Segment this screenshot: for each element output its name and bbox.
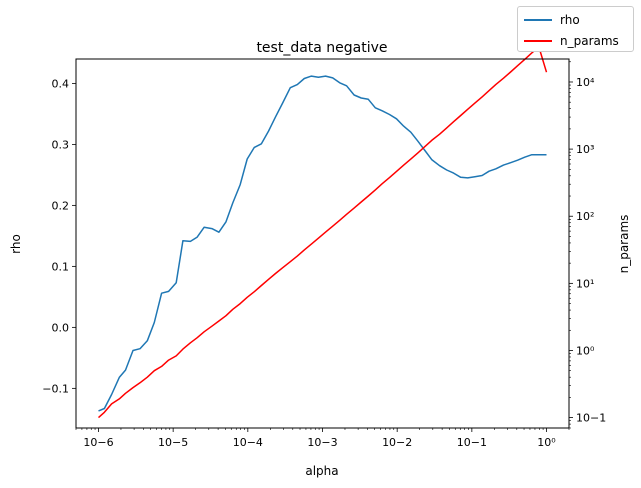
- series-line-n-params: [97, 46, 548, 419]
- y-tick-label: 0.1: [52, 260, 70, 273]
- axes-layer: 10−6 10−5 10−4 10−3 10−2 10−1 10⁰ −0.1 0.0 0.1 0.2…: [42, 61, 606, 449]
- y-right-tick-label: 10⁴: [576, 76, 595, 89]
- y-right-tick-label: 10¹: [576, 277, 594, 290]
- legend-entry-rho: rho: [524, 12, 580, 28]
- legend-swatch-n-params: [524, 40, 552, 42]
- legend-label-n-params: n_params: [560, 34, 619, 48]
- x-tick-label: 10−2: [382, 436, 412, 449]
- x-tick-label: 10−4: [233, 436, 263, 449]
- chart-title: test_data negative: [256, 40, 387, 56]
- legend: rho n_params: [517, 6, 634, 52]
- y-axis-label: rho: [9, 234, 23, 254]
- y-right-tick-label: 10−1: [576, 412, 606, 425]
- y-tick-label: 0.2: [52, 199, 70, 212]
- y-tick-label: 0.3: [52, 138, 70, 151]
- legend-swatch-rho: [524, 19, 552, 21]
- x-tick-label: 10−1: [457, 436, 487, 449]
- series-line-rho: [98, 75, 547, 412]
- x-tick-label: 10⁰: [537, 436, 556, 449]
- y-right-tick-label: 10²: [576, 210, 594, 223]
- legend-label-rho: rho: [560, 13, 580, 27]
- y-right-tick-label: 10⁰: [576, 344, 595, 357]
- plot-layer: [97, 46, 548, 419]
- x-tick-label: 10−6: [83, 436, 113, 449]
- y-tick-label: 0.0: [52, 321, 70, 334]
- y-right-axis-label: n_params: [617, 215, 631, 274]
- x-tick-label: 10−3: [307, 436, 337, 449]
- y-tick-label: 0.4: [52, 77, 70, 90]
- x-axis-label: alpha: [305, 464, 338, 478]
- legend-entry-n-params: n_params: [524, 33, 619, 49]
- y-right-tick-label: 10³: [576, 143, 594, 156]
- y-tick-label: −0.1: [42, 382, 69, 395]
- x-tick-label: 10−5: [158, 436, 188, 449]
